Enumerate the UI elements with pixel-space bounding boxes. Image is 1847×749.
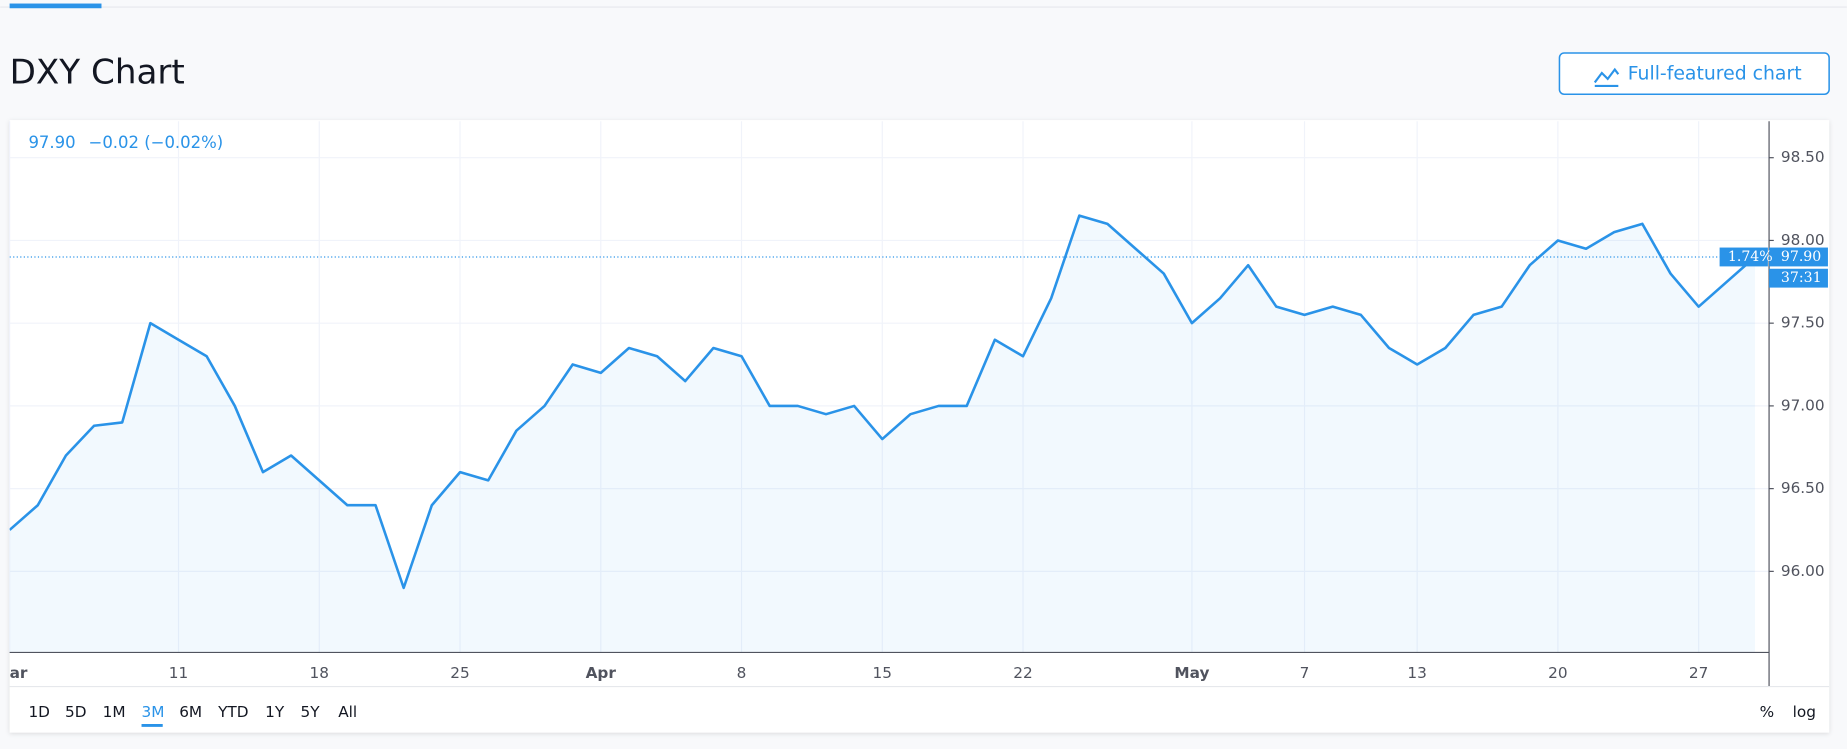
x-tick-label: 18 (310, 664, 329, 682)
full-chart-button[interactable]: Full-featured chart (1558, 52, 1830, 95)
range-button[interactable]: 5Y (301, 703, 321, 721)
y-tick-label: 96.50 (1781, 479, 1825, 497)
y-tick-label: 98.50 (1781, 148, 1825, 166)
area-fill (9, 215, 1755, 653)
y-tick-label: 96.00 (1781, 562, 1825, 580)
x-tick-label: 20 (1548, 664, 1567, 682)
x-tick-label: 7 (1300, 664, 1310, 682)
x-tick-label: 13 (1407, 664, 1426, 682)
x-tick-label: 11 (169, 664, 188, 682)
y-tick-label: 97.00 (1781, 396, 1825, 414)
x-tick-label: ar (10, 664, 28, 682)
legend-price: 97.90 (28, 133, 75, 152)
range-button[interactable]: 1D (28, 703, 50, 721)
scale-toggle[interactable]: % (1760, 703, 1775, 721)
range-button[interactable]: 5D (65, 703, 87, 721)
range-button[interactable]: 1M (103, 703, 126, 721)
x-tick-label: 22 (1013, 664, 1032, 682)
price-line (9, 214, 1756, 590)
active-tab (9, 3, 102, 9)
x-tick-label: May (1174, 664, 1209, 682)
price-badge-label: 97.90 (1781, 249, 1821, 265)
button-icon (1593, 67, 1620, 88)
y-tick-label: 98.00 (1781, 231, 1825, 249)
legend-change: −0.02 (−0.02%) (89, 133, 224, 152)
chart-panel (9, 120, 1830, 733)
range-button[interactable]: 1Y (265, 703, 285, 721)
page-title: DXY Chart (10, 53, 185, 93)
countdown-label: 37:31 (1781, 270, 1822, 286)
range-button[interactable]: 3M (142, 703, 165, 721)
button-frame[interactable] (1558, 52, 1830, 95)
price-badge (1769, 247, 1828, 267)
range-button[interactable]: All (338, 703, 357, 721)
range-button[interactable]: 6M (179, 703, 202, 721)
button-label[interactable]: Full-featured chart (1628, 64, 1802, 85)
percent-badge-label: 1.74% (1728, 249, 1773, 265)
x-tick-label: 25 (450, 664, 469, 682)
scale-toggle[interactable]: log (1793, 703, 1816, 721)
x-tick-label: 15 (873, 664, 892, 682)
percent-badge (1719, 247, 1768, 267)
countdown-badge (1769, 268, 1828, 288)
y-tick-label: 97.50 (1781, 314, 1825, 332)
x-tick-label: 8 (737, 664, 747, 682)
x-tick-label: 27 (1689, 664, 1708, 682)
range-button[interactable]: YTD (217, 703, 248, 721)
x-tick-label: Apr (586, 664, 617, 682)
